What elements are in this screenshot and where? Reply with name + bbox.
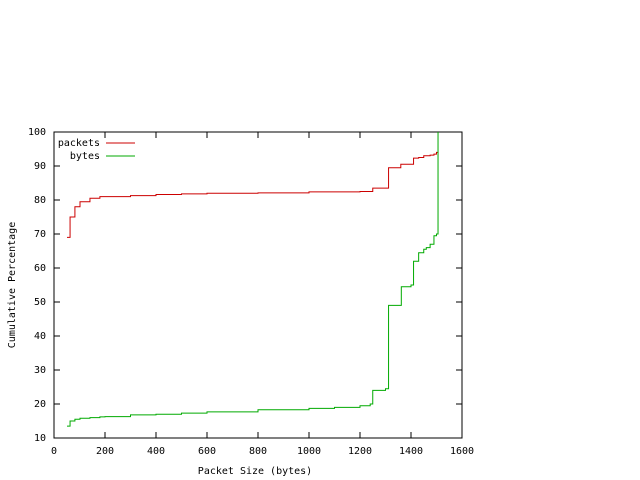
y-tick-label: 100 — [28, 127, 46, 138]
y-tick-label: 80 — [34, 195, 46, 206]
y-tick-label: 40 — [34, 331, 46, 342]
x-tick-label: 800 — [249, 446, 267, 457]
x-axis-label: Packet Size (bytes) — [198, 466, 312, 477]
legend-label: packets — [58, 138, 100, 149]
y-tick-label: 50 — [34, 297, 46, 308]
x-tick-label: 1400 — [399, 446, 423, 457]
x-tick-label: 200 — [96, 446, 114, 457]
x-tick-label: 400 — [147, 446, 165, 457]
data-line — [67, 132, 439, 427]
x-tick-label: 1600 — [450, 446, 474, 457]
x-tick-label: 0 — [51, 446, 57, 457]
y-tick-label: 90 — [34, 161, 46, 172]
y-tick-label: 10 — [34, 433, 46, 444]
plot-frame — [53, 131, 463, 439]
legend-label: bytes — [70, 151, 100, 162]
y-tick-label: 60 — [34, 263, 46, 274]
y-tick-label: 70 — [34, 229, 46, 240]
x-tick-label: 1000 — [297, 446, 321, 457]
x-tick-label: 600 — [198, 446, 216, 457]
y-tick-label: 20 — [34, 399, 46, 410]
x-tick-label: 1200 — [348, 446, 372, 457]
data-line — [67, 151, 439, 238]
y-tick-label: 30 — [34, 365, 46, 376]
y-axis-label: Cumulative Percentage — [7, 222, 18, 348]
